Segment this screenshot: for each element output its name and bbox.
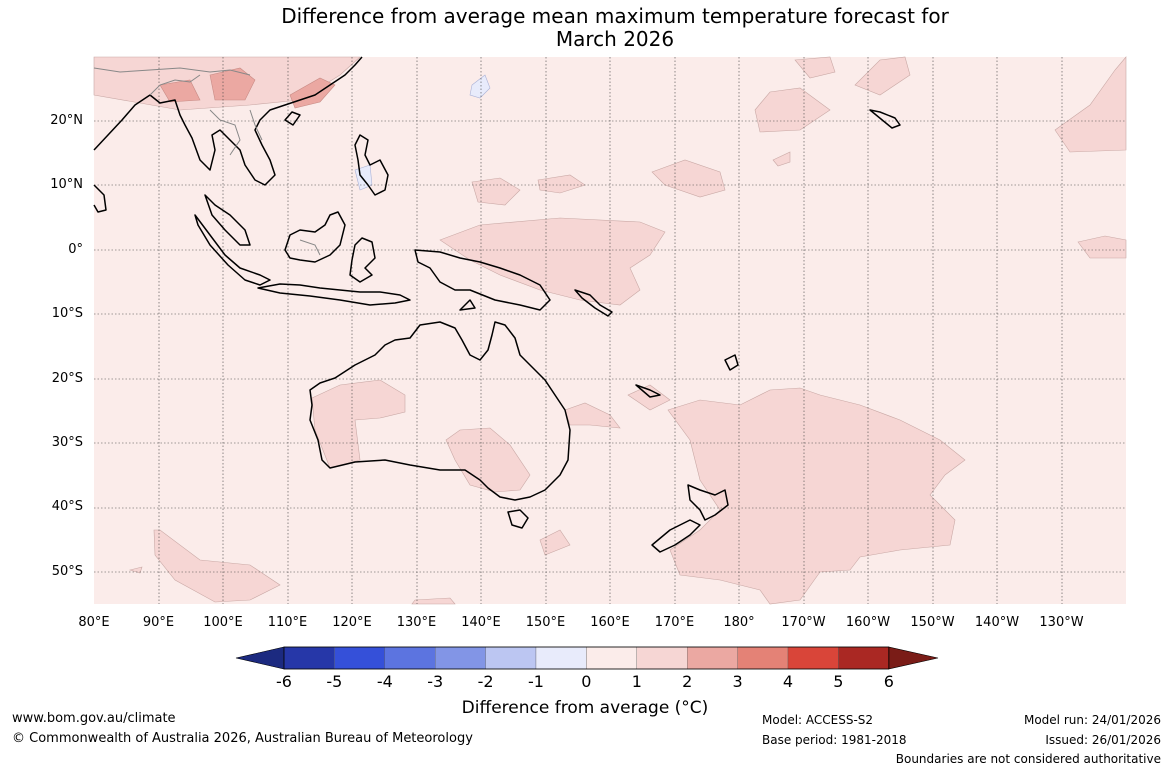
colorbar-tick-label: -1: [528, 672, 544, 691]
lat-label: 10°N: [50, 177, 83, 193]
colorbar-segment: [435, 646, 486, 670]
lon-label: 150°E: [525, 615, 566, 630]
lat-label: 0°: [68, 241, 83, 257]
lon-label: 90°E: [142, 615, 175, 630]
political-borders: [93, 67, 321, 256]
colorbar-tick-label: -2: [477, 672, 494, 691]
colorbar-tick-label: -5: [326, 672, 343, 691]
colorbar-label: Difference from average (°C): [461, 698, 709, 718]
colorbar-tick-label: 3: [732, 672, 743, 691]
anomaly-region-2-3: [159, 67, 336, 109]
colorbar-tick-label: 6: [883, 672, 894, 691]
lon-label: 160°E: [590, 615, 630, 630]
lon-label: 130°W: [1039, 615, 1084, 630]
colorbar-tick-label: -6: [276, 672, 292, 691]
lat-label: 20°S: [51, 370, 83, 386]
issued-text: Issued: 26/01/2026: [1045, 733, 1161, 747]
lat-label: 10°S: [51, 306, 83, 322]
lon-label: 140°E: [461, 615, 501, 630]
colorbar-segment: [283, 646, 335, 670]
copyright-text: © Commonwealth of Australia 2026, Austra…: [12, 731, 473, 746]
lat-label: 20°N: [50, 113, 83, 128]
lon-label: 180°: [723, 615, 755, 630]
colorbar-tick-label: 1: [631, 672, 642, 691]
anomaly-region-1-2: [93, 56, 1127, 605]
colorbar-arrow-high: [888, 646, 939, 670]
colorbar-tick-label: -3: [427, 672, 444, 691]
colorbar-tick-label: 0: [581, 672, 592, 691]
lon-label: 160°W: [845, 615, 891, 630]
coastlines: [93, 56, 901, 553]
lat-label: 30°S: [51, 435, 83, 450]
lat-label: 40°S: [51, 499, 83, 515]
colorbar: [235, 646, 939, 670]
base-period-text: Base period: 1981-2018: [762, 733, 907, 747]
colorbar-segment: [334, 646, 385, 670]
colorbar-segment: [636, 646, 688, 670]
website-text: www.bom.gov.au/climate: [12, 711, 176, 726]
colorbar-tick-label: -4: [376, 672, 393, 691]
lon-label: 140°W: [974, 615, 1020, 630]
lon-label: 150°W: [910, 615, 955, 630]
disclaimer-text: Boundaries are not considered authoritat…: [895, 752, 1161, 766]
model-run-text: Model run: 24/01/2026: [1023, 713, 1161, 727]
lon-label: 170°W: [781, 615, 826, 630]
colorbar-segment: [535, 646, 587, 670]
colorbar-arrow-low: [235, 646, 285, 670]
lon-label: 130°E: [396, 615, 437, 630]
colorbar-tick-label: 4: [782, 672, 794, 691]
map-title-line2: March 2026: [555, 27, 675, 51]
lon-label: 120°E: [332, 615, 372, 630]
lon-label: 100°E: [203, 615, 243, 630]
colorbar-segment: [787, 646, 839, 670]
map-title-line1: Difference from average mean maximum tem…: [281, 4, 949, 28]
colorbar-tick-label: 5: [833, 672, 844, 691]
colorbar-outline: [283, 646, 890, 670]
model-text: Model: ACCESS-S2: [762, 713, 874, 727]
lon-label: 80°E: [78, 615, 110, 630]
colorbar-segment: [687, 646, 738, 670]
lon-label: 110°E: [267, 615, 308, 630]
lon-label: 170°E: [654, 615, 695, 630]
lat-label: 50°S: [51, 563, 83, 579]
colorbar-segment: [485, 646, 537, 670]
colorbar-segment: [586, 646, 637, 670]
colorbar-segment: [838, 646, 889, 670]
colorbar-segment: [737, 646, 789, 670]
colorbar-segment: [384, 646, 436, 670]
forecast-map: [93, 56, 1127, 670]
colorbar-tick-label: 2: [682, 672, 693, 691]
